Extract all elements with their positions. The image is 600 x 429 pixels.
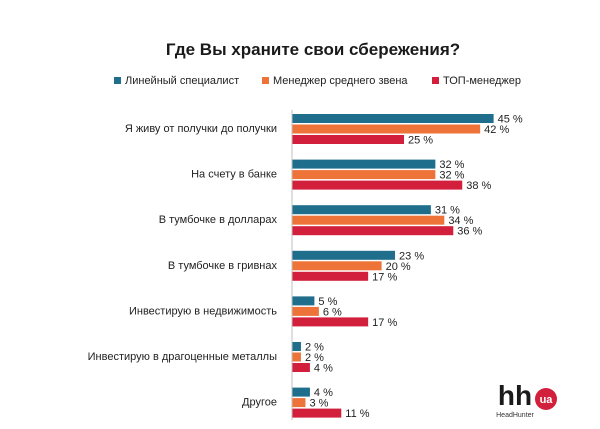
value-label-3-2: 17 % — [372, 271, 397, 283]
bar-0-2 — [292, 135, 404, 144]
category-label-0: Я живу от получки до получки — [125, 123, 277, 135]
value-label-1-2: 38 % — [466, 180, 491, 192]
legend-swatch-1 — [262, 77, 269, 84]
bar-0-0 — [292, 114, 494, 123]
value-label-3-0: 23 % — [399, 250, 424, 262]
category-label-4: Инвестирую в недвижимость — [129, 305, 277, 317]
value-label-2-0: 31 % — [435, 205, 460, 217]
legend-swatch-0 — [114, 77, 121, 84]
bar-3-1 — [292, 261, 382, 271]
bar-4-1 — [292, 306, 319, 316]
legend: Линейный специалист Менеджер среднего зве… — [114, 75, 521, 87]
value-label-0-1: 42 % — [484, 124, 509, 136]
bar-2-1 — [292, 215, 445, 225]
value-label-2-1: 34 % — [448, 215, 473, 227]
value-label-5-2: 4 % — [314, 363, 333, 375]
value-label-0-0: 45 % — [498, 114, 523, 126]
bar-1-0 — [292, 159, 436, 169]
bar-5-2 — [292, 363, 310, 372]
bar-6-1 — [292, 398, 306, 408]
category-label-6: Другое — [242, 397, 277, 409]
value-label-2-2: 36 % — [457, 226, 482, 238]
bar-6-0 — [292, 387, 310, 397]
value-label-5-1: 2 % — [305, 352, 324, 364]
legend-label-1: Менеджер среднего звена — [273, 75, 408, 87]
value-label-4-0: 5 % — [318, 296, 337, 308]
value-label-1-1: 32 % — [439, 170, 464, 182]
value-label-6-0: 4 % — [314, 387, 333, 399]
bars: 45 %42 % 25 % 32 %32 %38 % 31 %34 %36 % 23 %… — [292, 114, 523, 420]
bar-5-0 — [292, 342, 301, 351]
bar-3-2 — [292, 271, 369, 281]
value-label-6-1: 3 % — [309, 398, 328, 410]
value-label-3-1: 20 % — [386, 261, 411, 273]
value-label-1-0: 32 % — [439, 159, 464, 171]
bar-2-2 — [292, 226, 454, 236]
category-label-1: На счету в банке — [191, 169, 277, 181]
bar-3-0 — [292, 250, 396, 260]
bar-2-0 — [292, 205, 431, 215]
category-label-3: В тумбочке в гривнах — [168, 260, 278, 272]
bar-4-2 — [292, 317, 369, 327]
value-label-5-0: 2 % — [305, 342, 324, 354]
value-label-6-2: 11 % — [345, 408, 369, 420]
logo-badge-circle — [535, 388, 557, 410]
chart-title: Где Вы храните свои сбережения? — [166, 40, 460, 59]
headhunter-logo: hh ua HeadHunter — [496, 380, 557, 419]
value-label-4-1: 6 % — [323, 306, 342, 318]
value-label-4-2: 17 % — [372, 317, 397, 329]
bar-1-2 — [292, 180, 463, 190]
logo-main-text: hh — [498, 380, 532, 411]
legend-label-2: ТОП-менеджер — [443, 75, 521, 87]
value-label-0-2: 25 % — [408, 135, 433, 147]
bar-6-2 — [292, 408, 342, 418]
bar-5-1 — [292, 352, 301, 362]
bar-1-1 — [292, 170, 436, 180]
legend-label-0: Линейный специалист — [125, 75, 239, 87]
bar-0-1 — [292, 124, 481, 134]
category-label-2: В тумбочке в долларах — [159, 214, 278, 226]
logo-badge-text: ua — [540, 394, 554, 406]
category-label-5: Инвестирую в драгоценные металлы — [88, 351, 277, 363]
logo-sub-text: HeadHunter — [496, 412, 534, 419]
bar-4-0 — [292, 296, 315, 306]
legend-swatch-2 — [432, 77, 439, 84]
category-labels: Я живу от получки до получки На счету в б… — [88, 123, 278, 409]
